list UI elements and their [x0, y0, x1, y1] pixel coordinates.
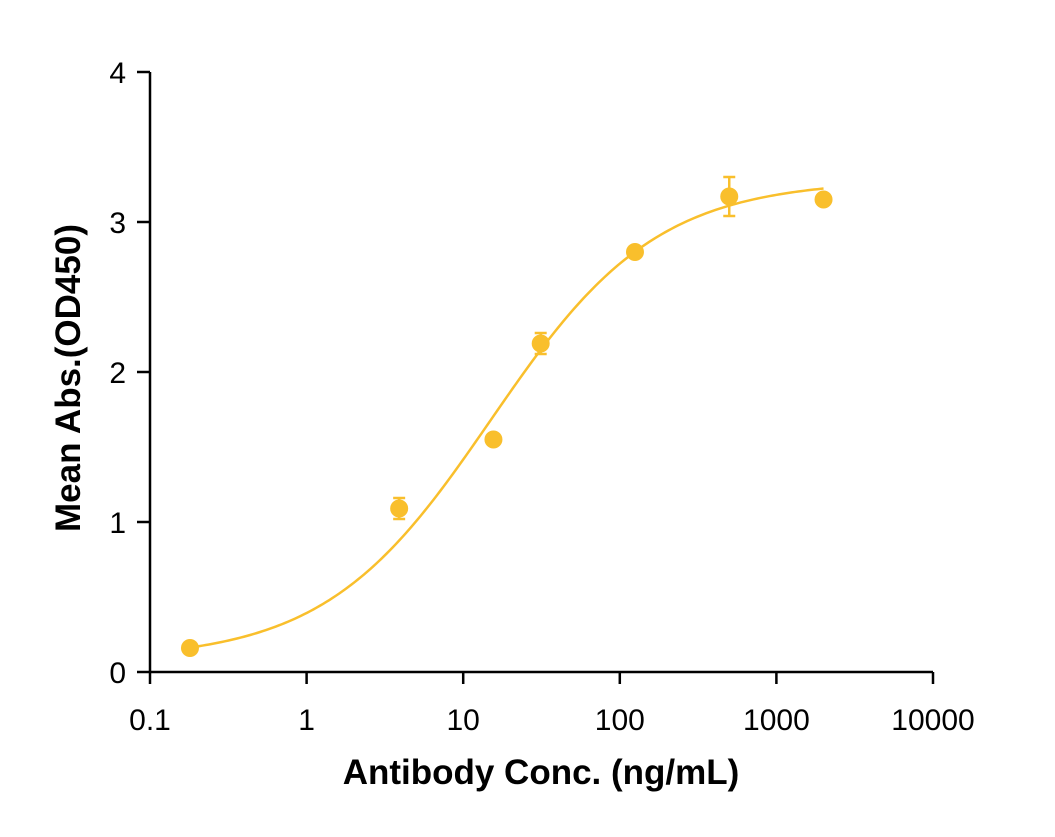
x-ticks: 0.1 1 10 100 1000 10000 [129, 672, 975, 737]
y-tick-label: 2 [109, 357, 126, 390]
y-axis-title: Mean Abs.(OD450) [49, 224, 88, 532]
data-point [625, 243, 644, 261]
y-tick-label: 1 [109, 507, 126, 540]
x-tick-label: 1 [298, 704, 315, 737]
x-tick-label: 10 [447, 704, 480, 737]
x-tick-label: 0.1 [129, 704, 171, 737]
axes [148, 72, 933, 674]
fit-curve [189, 187, 824, 649]
plot-area [180, 175, 833, 657]
y-tick-label: 3 [109, 207, 126, 240]
data-point [484, 430, 503, 449]
data-point [720, 187, 739, 206]
y-tick-label: 0 [109, 657, 126, 690]
y-ticks: 0 1 2 3 4 [109, 57, 150, 690]
data-point [814, 190, 833, 209]
x-tick-label: 100 [595, 704, 645, 737]
data-point [180, 639, 199, 657]
data-point [531, 334, 550, 353]
x-axis-title: Antibody Conc. (ng/mL) [343, 753, 740, 792]
y-tick-label: 4 [109, 57, 126, 90]
data-point [390, 499, 409, 518]
x-tick-label: 10000 [891, 704, 974, 737]
x-tick-label: 1000 [743, 704, 810, 737]
